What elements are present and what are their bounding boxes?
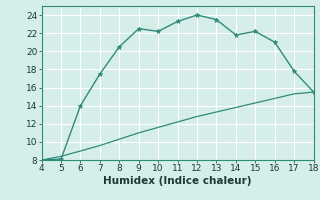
X-axis label: Humidex (Indice chaleur): Humidex (Indice chaleur) bbox=[103, 176, 252, 186]
